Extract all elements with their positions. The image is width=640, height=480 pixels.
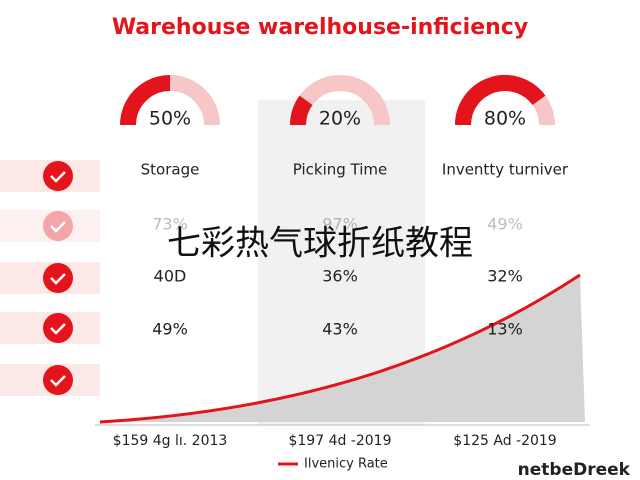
gauge-arc [455,75,546,126]
metric-name: Picking Time [293,161,388,179]
cell: 36% [322,267,358,286]
footer-label: $125 Ad -2019 [453,433,556,449]
check-list [0,160,100,396]
gauge-arc [120,75,171,126]
gauge-label: 50% [149,108,191,130]
footer-label: $159 4g lı. 2013 [113,433,228,449]
cell: 32% [487,267,523,286]
logo: netbeDreek [518,460,631,480]
gauge-label: 80% [484,108,526,130]
title: Warehouse warelhouse-inficiency [112,15,528,40]
cell: 97% [322,215,358,234]
cell: 13% [487,320,523,339]
cell: 43% [322,320,358,339]
gauge-label: 20% [319,108,361,130]
legend: Ilvenicy Rate [304,457,388,472]
metric-name: Inventty turniver [442,161,569,179]
cell: 73% [152,215,188,234]
curve [99,273,581,424]
overlay-text: 七彩热气球折纸教程 [167,224,473,264]
footer-label: $197 4d -2019 [288,433,391,449]
cell: 49% [487,215,523,234]
cell: 49% [152,320,188,339]
gauge-arc [290,95,313,126]
metric-name: Storage [141,161,200,179]
area [100,275,585,422]
columns: 50% Storage 20% Picking Time 80% Inventty tur… [113,75,569,449]
cell: 40D [154,267,187,286]
